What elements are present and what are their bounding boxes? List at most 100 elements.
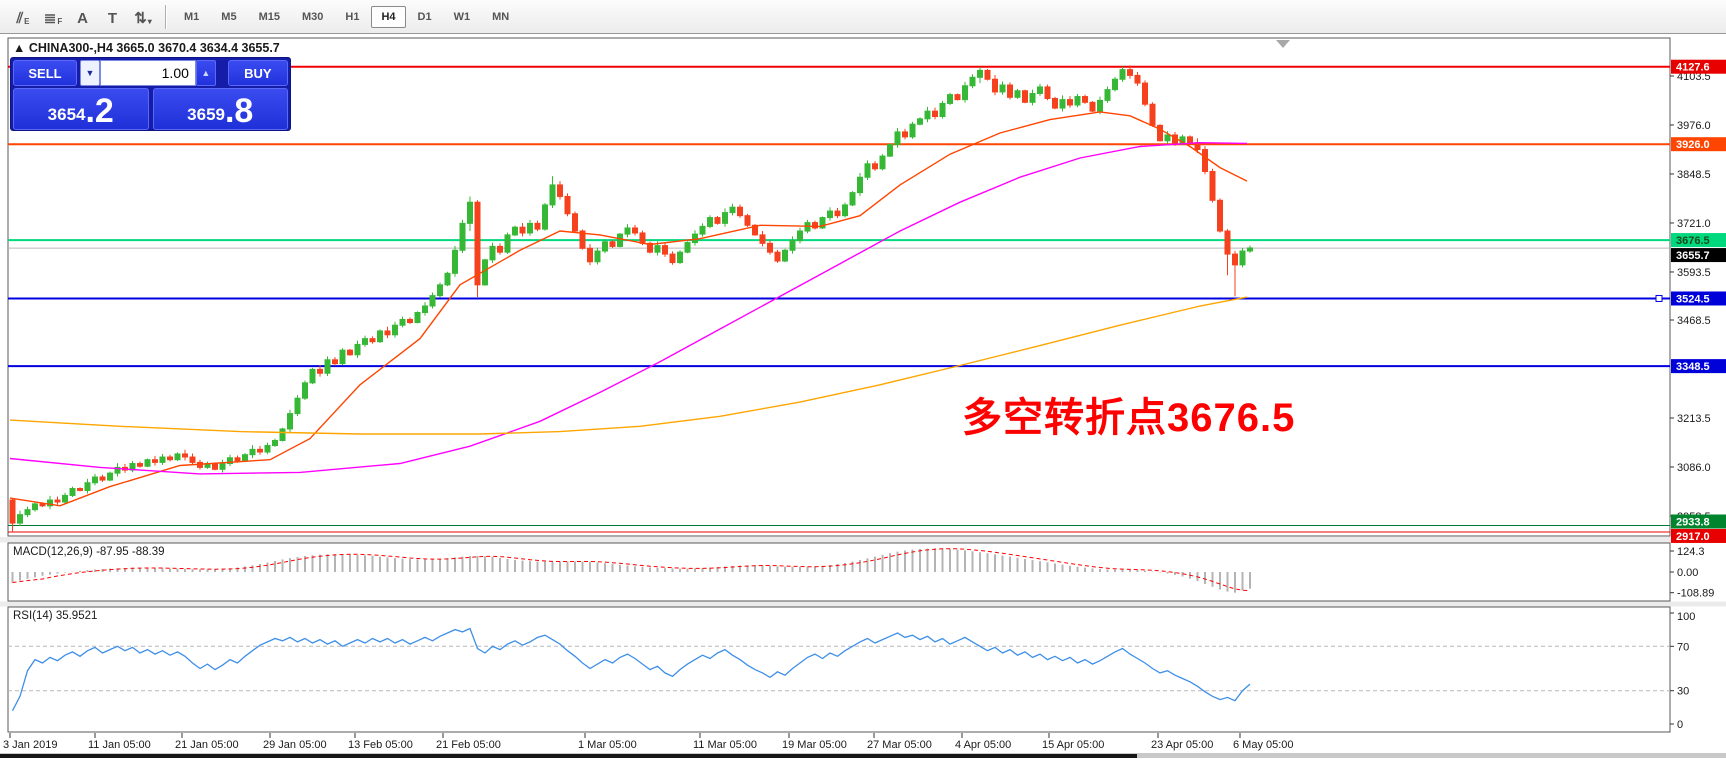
candle-body — [752, 224, 758, 236]
timeframe-button-h4[interactable]: H4 — [371, 5, 406, 28]
timeframe-button-d1[interactable]: D1 — [417, 10, 432, 23]
price-axis-tick-label: 3848.5 — [1677, 169, 1711, 181]
date-axis-label: 11 Jan 05:00 — [88, 739, 151, 751]
candle-body — [594, 250, 601, 263]
candle-body — [849, 192, 856, 206]
candle-body — [917, 118, 923, 125]
candle-body — [152, 459, 158, 463]
toolbar-separator — [165, 4, 166, 29]
candle-body — [159, 456, 166, 463]
candle-body — [452, 249, 458, 274]
candle-body — [99, 476, 106, 481]
level-drag-handle[interactable] — [1655, 294, 1663, 302]
candle-body — [39, 503, 46, 507]
volume-decrease-button[interactable]: ▼ — [80, 60, 100, 86]
candle-body — [789, 240, 796, 251]
candle-body — [339, 349, 346, 365]
candle-body — [9, 499, 16, 524]
candle-body — [812, 222, 818, 229]
candle-body — [939, 102, 946, 118]
candle-body — [722, 212, 728, 224]
candle-body — [257, 448, 263, 453]
candle-body — [564, 195, 571, 215]
candle-body — [662, 245, 668, 255]
candle-body — [309, 368, 316, 384]
price-level-badge-label: 2933.8 — [1676, 516, 1710, 528]
volume-increase-button[interactable]: ▲ — [195, 60, 216, 86]
sell-button[interactable]: SELL — [13, 60, 78, 86]
price-axis-tick-label: 3721.0 — [1677, 218, 1711, 230]
candle-body — [692, 233, 698, 244]
timeframe-button-m15[interactable]: M15 — [258, 10, 280, 23]
candle-body — [24, 509, 31, 516]
candle-body — [1209, 170, 1216, 201]
arrow-tools-icon[interactable]: ⇅ ▾ — [134, 9, 152, 27]
fibonacci-retracement-tool-icon[interactable]: ≣ F — [43, 9, 63, 27]
one-click-trade-panel: SELL ▼ ▲ BUY 3654 .2 3659 .8 — [10, 57, 291, 131]
chart-text-annotation[interactable]: 多空转折点3676.5 — [962, 396, 1296, 440]
rsi-axis-tick-label: 30 — [1677, 686, 1689, 698]
candle-body — [474, 201, 481, 286]
timeframe-button-m5[interactable]: M5 — [221, 10, 237, 23]
equidistant-channel-tool-icon[interactable]: ⫽ E — [16, 9, 30, 27]
price-axis-tick-label: 3593.5 — [1677, 267, 1711, 279]
text-label-tool-icon[interactable]: A — [77, 9, 88, 27]
text-box-tool-icon[interactable]: T — [107, 9, 118, 27]
candle-body — [714, 217, 721, 224]
candle-body — [534, 222, 541, 230]
horizontal-scrollbar-thumb[interactable] — [0, 754, 1137, 758]
candle-body — [834, 210, 841, 217]
candle-body — [542, 204, 548, 230]
date-axis-label: 15 Apr 05:00 — [1042, 739, 1104, 751]
candle-body — [707, 217, 713, 227]
candle-body — [137, 463, 143, 467]
candle-body — [639, 232, 646, 244]
bid-price: 3654 — [47, 105, 86, 124]
chart-header: ▲ CHINA300-,H4 3665.0 3670.4 3634.4 3655… — [13, 41, 280, 55]
buy-button[interactable]: BUY — [227, 60, 289, 86]
candle-body — [399, 318, 406, 326]
timeframe-button-mn[interactable]: MN — [492, 10, 510, 23]
candle-body — [669, 253, 676, 264]
candle-body — [1082, 96, 1088, 103]
date-axis-label: 19 Mar 05:00 — [782, 739, 847, 751]
timeframe-button-m1[interactable]: M1 — [184, 10, 200, 23]
candle-body — [422, 305, 428, 314]
price-axis-tick-label: 3086.0 — [1677, 462, 1711, 474]
candle-body — [32, 503, 38, 511]
buy-price-box[interactable]: 3659 .8 — [152, 88, 288, 130]
candle-body — [864, 163, 871, 178]
candle-body — [527, 222, 533, 234]
candle-body — [924, 110, 931, 120]
candle-body — [932, 110, 938, 118]
macd-signal-line — [12, 548, 1251, 592]
candle-body — [47, 499, 53, 507]
date-axis-label: 21 Jan 05:00 — [175, 739, 239, 751]
sell-price-box[interactable]: 3654 .2 — [13, 88, 149, 130]
horizontal-scrollbar-track[interactable] — [0, 753, 1726, 758]
price-axis-tick-label: 4103.5 — [1677, 71, 1711, 83]
volume-input[interactable] — [99, 60, 196, 86]
ohlc-values: 3665.0 3670.4 3634.4 3655.7 — [116, 41, 280, 55]
price-level-badge — [1671, 59, 1726, 74]
chart-shift-marker[interactable] — [1276, 40, 1290, 48]
pane-divider[interactable] — [0, 537, 1726, 543]
candle-body — [909, 123, 916, 138]
candle-body — [84, 482, 91, 491]
price-level-badge — [1671, 359, 1726, 374]
timeframe-button-h1[interactable]: H1 — [345, 10, 360, 23]
candle-body — [354, 343, 361, 356]
candle-body — [347, 349, 353, 356]
date-axis-label: 27 Mar 05:00 — [867, 739, 932, 751]
date-axis-label: 11 Mar 05:00 — [693, 739, 757, 751]
pane-divider[interactable] — [0, 601, 1726, 607]
price-level-badge — [1671, 514, 1726, 529]
price-axis-tick-label: 3213.5 — [1677, 413, 1711, 425]
collapse-chart-icon[interactable]: ▲ — [13, 41, 26, 55]
date-axis-label: 21 Feb 05:00 — [436, 739, 501, 751]
candle-body — [212, 463, 218, 470]
timeframe-button-m30[interactable]: M30 — [301, 10, 324, 23]
timeframe-button-w1[interactable]: W1 — [453, 10, 471, 23]
candle-body — [737, 206, 743, 217]
